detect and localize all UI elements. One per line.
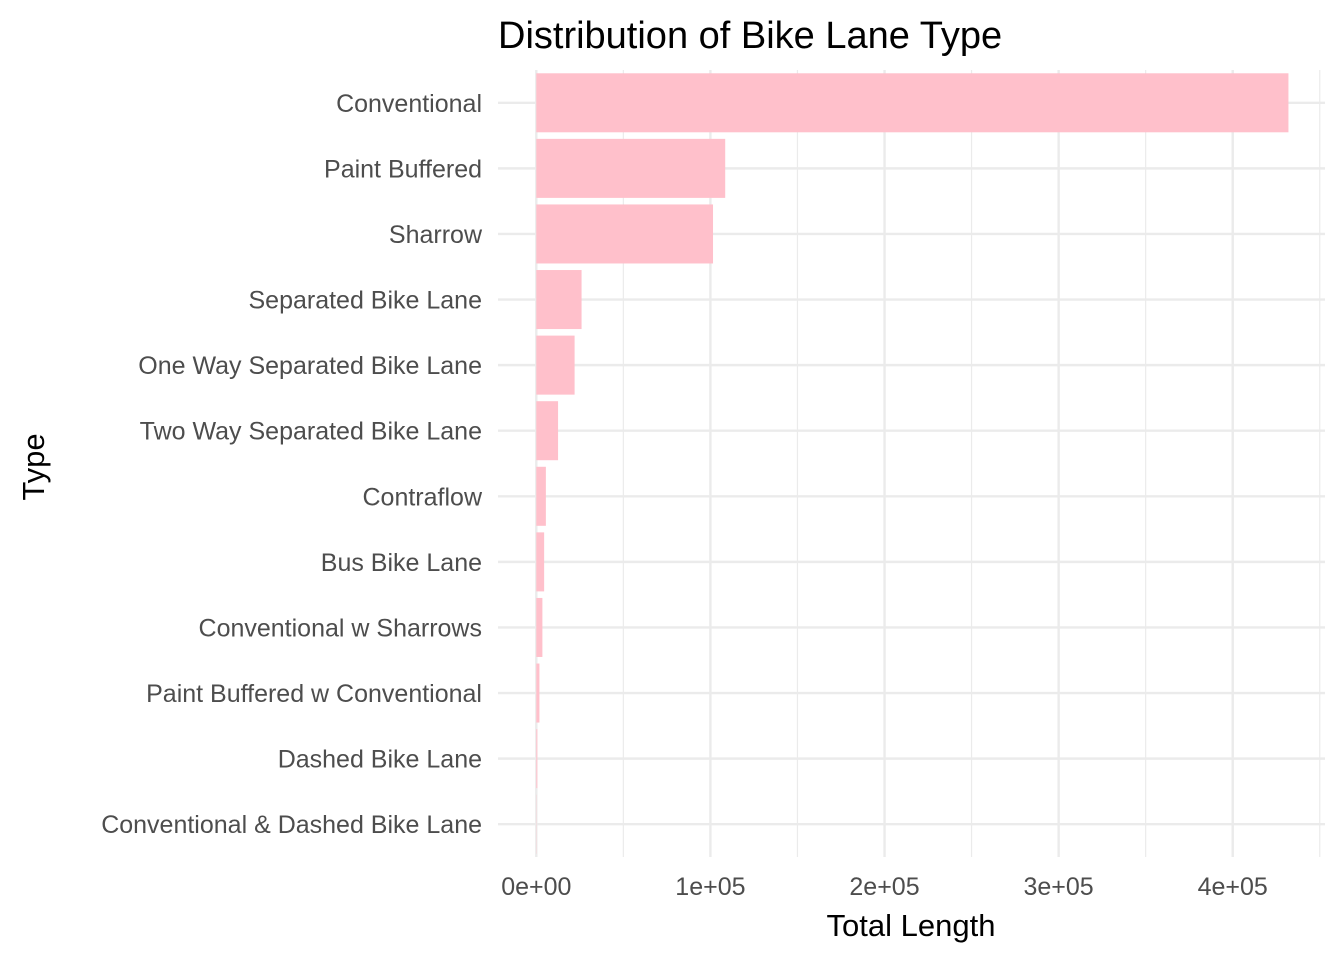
bar [536,73,1289,133]
bar [536,270,582,330]
y-tick-label: Paint Buffered w Conventional [146,680,482,708]
y-tick-label: Conventional & Dashed Bike Lane [101,811,482,839]
bar [536,401,559,461]
x-tick-label: 3e+05 [1024,873,1094,901]
bar [536,335,575,395]
bar [536,663,540,723]
x-tick-label: 2e+05 [849,873,919,901]
y-tick-labels: Conventional Paint Buffered Sharrow Separat… [101,90,483,839]
y-tick-label: Sharrow [389,221,483,249]
bar [536,729,538,789]
y-tick-label: Separated Bike Lane [248,287,482,315]
y-tick-label: Conventional w Sharrows [199,614,482,642]
y-tick-label: Dashed Bike Lane [278,746,482,774]
bar [536,597,543,657]
y-axis-title: Type [16,433,51,500]
x-tick-label: 0e+00 [501,873,571,901]
x-axis-title: Total Length [827,908,996,943]
bars [536,73,1289,854]
bar [536,138,726,198]
y-tick-label: Contraflow [363,483,483,511]
x-tick-label: 1e+05 [675,873,745,901]
bar [536,532,545,592]
x-tick-labels: 0e+00 1e+05 2e+05 3e+05 4e+05 [501,873,1268,901]
y-tick-label: One Way Separated Bike Lane [138,352,482,380]
y-tick-label: Two Way Separated Bike Lane [140,418,482,446]
bar [536,466,546,526]
chart-title: Distribution of Bike Lane Type [498,15,1002,57]
y-tick-label: Paint Buffered [324,155,482,183]
y-tick-label: Bus Bike Lane [321,549,482,577]
x-tick-label: 4e+05 [1198,873,1268,901]
bar [536,204,714,264]
y-tick-label: Conventional [336,90,482,118]
